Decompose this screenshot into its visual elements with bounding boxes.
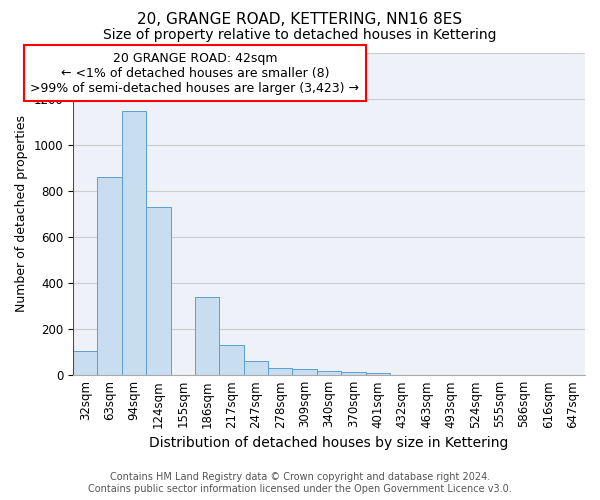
Text: 20 GRANGE ROAD: 42sqm
← <1% of detached houses are smaller (8)
>99% of semi-deta: 20 GRANGE ROAD: 42sqm ← <1% of detached … [31,52,359,94]
X-axis label: Distribution of detached houses by size in Kettering: Distribution of detached houses by size … [149,436,509,450]
Bar [341,372,365,375]
Text: 20, GRANGE ROAD, KETTERING, NN16 8ES: 20, GRANGE ROAD, KETTERING, NN16 8ES [137,12,463,28]
Bar [195,297,220,375]
Bar [122,112,146,375]
Bar [244,361,268,375]
Y-axis label: Number of detached properties: Number of detached properties [15,116,28,312]
Bar [220,345,244,375]
Bar [317,370,341,375]
Bar [73,350,97,375]
Bar [97,177,122,375]
Bar [146,207,170,375]
Bar [292,370,317,375]
Text: Contains HM Land Registry data © Crown copyright and database right 2024.
Contai: Contains HM Land Registry data © Crown c… [88,472,512,494]
Bar [268,368,292,375]
Text: Size of property relative to detached houses in Kettering: Size of property relative to detached ho… [103,28,497,42]
Bar [365,374,390,375]
